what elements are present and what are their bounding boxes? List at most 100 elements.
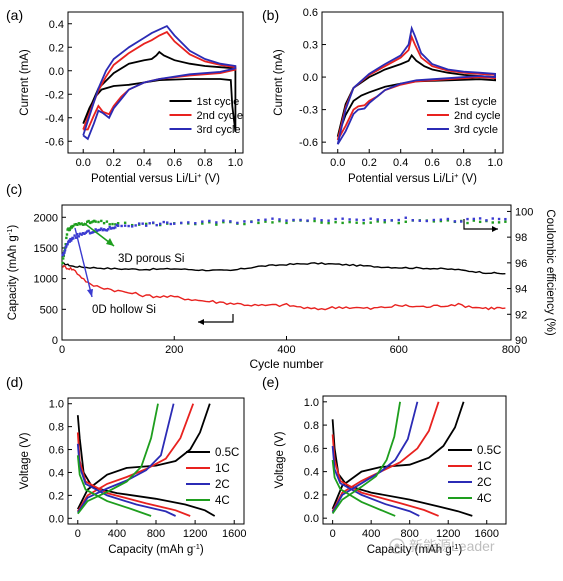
ce-point bbox=[88, 232, 92, 235]
ce-point bbox=[94, 220, 97, 223]
ce-point bbox=[194, 222, 197, 225]
ce-point bbox=[98, 228, 102, 232]
ce-point bbox=[327, 221, 330, 225]
ce-point bbox=[111, 222, 114, 226]
ce-point bbox=[80, 222, 83, 225]
ce-point bbox=[95, 229, 99, 233]
x-tick-label: 0.6 bbox=[425, 157, 440, 169]
ce-point bbox=[264, 220, 267, 223]
y-tick-label: 2000 bbox=[34, 212, 58, 224]
y-axis-label: Voltage (V) bbox=[274, 431, 286, 488]
y-tick-label: 0.0 bbox=[304, 513, 319, 525]
y-tick-label: 1.0 bbox=[304, 397, 319, 409]
x-axis-label: Capacity (mAh g-1) bbox=[108, 542, 204, 557]
ce-point bbox=[285, 221, 288, 225]
legend-label: 2nd cycle bbox=[197, 110, 243, 122]
ce-point bbox=[320, 221, 323, 224]
ce-point bbox=[130, 225, 134, 228]
panel-c: (c) 0 200 400 600 800 0 500 1000 1500 2000 90 92 94 96… bbox=[5, 181, 557, 371]
ce-point bbox=[166, 221, 169, 224]
x-tick-label: 0 bbox=[330, 528, 336, 540]
ce-point bbox=[73, 234, 76, 237]
x-tick-label: 0.8 bbox=[456, 157, 471, 169]
panel-a: (a) 0.0 0.2 0.4 0.6 0.8 1.0 -0.6 -0.4 -0.2 0.0 0.2 0… bbox=[6, 7, 244, 185]
ce-point bbox=[102, 221, 106, 225]
ce-point bbox=[439, 218, 443, 221]
y-tick-label: -0.4 bbox=[45, 113, 64, 125]
ce-point bbox=[411, 219, 414, 222]
y2-tick-label: 94 bbox=[515, 284, 527, 296]
discharge-curve-0.5C bbox=[331, 419, 473, 517]
ce-point bbox=[65, 245, 68, 248]
panel-label: (e) bbox=[262, 374, 279, 390]
ce-point bbox=[376, 220, 379, 223]
ce-point bbox=[144, 222, 148, 226]
right-axis-arrow bbox=[463, 219, 498, 230]
ce-point bbox=[222, 219, 225, 222]
x-axis-label-part: Potential versus Li/Li bbox=[91, 173, 197, 185]
charge-curve-2C bbox=[331, 401, 419, 513]
x-tick-label: 1600 bbox=[474, 528, 498, 540]
x-tick-label: 0 bbox=[59, 344, 65, 356]
ce-point bbox=[127, 224, 130, 228]
ce-point bbox=[69, 239, 73, 242]
discharge-curve-2C bbox=[331, 445, 420, 517]
discharge-curve-4C bbox=[76, 455, 152, 517]
ce-point bbox=[404, 220, 407, 223]
ce-point bbox=[72, 224, 75, 228]
ce-point bbox=[79, 232, 82, 235]
ce-point bbox=[64, 243, 67, 246]
ce-point bbox=[65, 236, 68, 240]
y2-axis-label: Coulombic efficiency (%) bbox=[544, 209, 556, 336]
ce-point bbox=[83, 223, 86, 226]
x-tick-label: 800 bbox=[401, 528, 419, 540]
ce-point bbox=[141, 222, 144, 225]
ce-point bbox=[123, 221, 127, 225]
ce-point bbox=[236, 221, 239, 225]
x-axis-label-part: + bbox=[197, 171, 201, 180]
ce-point bbox=[472, 219, 476, 222]
y2-tick-label: 92 bbox=[515, 309, 527, 321]
ce-point bbox=[67, 240, 70, 244]
ce-0d-hollow-si bbox=[61, 216, 507, 257]
y-tick-label: 1.0 bbox=[49, 399, 64, 411]
x-tick-label: 0.4 bbox=[393, 157, 408, 169]
annotation-arrow-0d bbox=[74, 227, 93, 298]
ce-point bbox=[104, 228, 107, 232]
x-tick-label: 400 bbox=[362, 528, 380, 540]
ce-point bbox=[74, 236, 78, 239]
ce-point bbox=[355, 218, 358, 221]
legend-label: 1C bbox=[215, 463, 230, 475]
ce-point bbox=[130, 223, 134, 227]
ce-point bbox=[341, 217, 344, 220]
ce-point bbox=[362, 218, 365, 222]
annotation-3d-porous-si: 3D porous Si bbox=[118, 253, 184, 265]
ce-point bbox=[111, 226, 114, 230]
series-line-0d-hollow-si bbox=[62, 264, 506, 311]
legend-label: 2nd cycle bbox=[454, 110, 500, 122]
x-axis-label-part: Capacity (mAh g bbox=[108, 544, 193, 556]
ce-point bbox=[86, 230, 89, 233]
ce-point bbox=[243, 220, 246, 223]
panel-label: (d) bbox=[6, 374, 23, 390]
ce-point bbox=[369, 221, 372, 224]
ce-point bbox=[68, 240, 71, 243]
ce-point bbox=[66, 242, 69, 246]
ce-point bbox=[208, 219, 211, 223]
ce-point bbox=[97, 228, 100, 232]
watermark-logo-icon bbox=[389, 538, 405, 554]
ce-point bbox=[376, 218, 379, 221]
ce-point bbox=[97, 220, 100, 224]
y-tick-label: 0.8 bbox=[304, 420, 319, 432]
x-tick-label: 800 bbox=[147, 528, 165, 540]
legend-label: 3rd cycle bbox=[197, 124, 241, 136]
y-axis-label-part: Current (mA) bbox=[19, 49, 31, 116]
ce-point bbox=[68, 228, 71, 232]
ce-point bbox=[432, 220, 436, 223]
y-tick-label: 0.3 bbox=[303, 40, 318, 52]
ce-point bbox=[102, 228, 106, 231]
ce-point bbox=[497, 221, 501, 224]
x-tick-label: 1.0 bbox=[228, 157, 243, 169]
y-axis-label-part: -1 bbox=[5, 229, 14, 236]
ce-point bbox=[69, 237, 72, 241]
